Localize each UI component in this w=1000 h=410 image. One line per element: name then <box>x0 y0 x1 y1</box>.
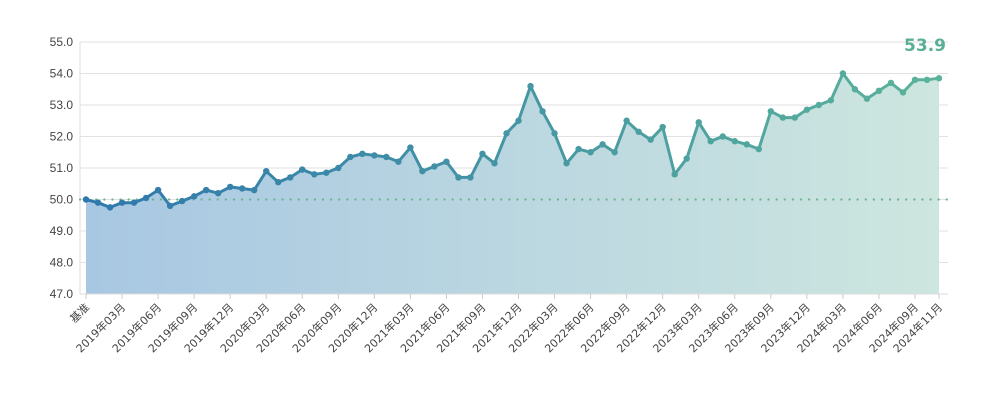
data-point <box>503 130 510 137</box>
data-point <box>671 171 678 178</box>
data-point <box>563 160 570 167</box>
area-fill <box>86 73 939 294</box>
y-tick-label: 47.0 <box>50 287 74 301</box>
data-point <box>599 141 606 148</box>
data-point <box>803 106 811 113</box>
last-value-label: 53.9 <box>904 36 946 56</box>
data-point <box>707 138 714 145</box>
data-point <box>419 167 426 175</box>
data-point <box>575 145 582 153</box>
data-point <box>911 76 919 84</box>
data-point <box>839 70 847 77</box>
data-point <box>287 174 294 181</box>
data-point <box>491 160 498 167</box>
data-point <box>82 196 90 203</box>
data-point <box>479 150 486 158</box>
data-point <box>455 174 462 181</box>
data-point <box>299 166 306 173</box>
data-point <box>383 153 390 161</box>
data-point <box>395 158 402 165</box>
y-tick-label: 48.0 <box>50 256 74 270</box>
data-point <box>695 119 702 126</box>
data-point <box>443 158 450 165</box>
data-point <box>371 152 378 159</box>
y-axis: 47.0 48.0 49.0 50.0 51.0 52.0 53.0 54.0 55.0 <box>50 35 81 301</box>
x-axis: 基准2019年03月2019年06月2019年09月2019年12月2020年0… <box>67 293 948 355</box>
data-point <box>551 130 558 137</box>
data-point <box>226 183 234 191</box>
data-point <box>431 163 438 170</box>
data-point <box>335 164 342 172</box>
data-point <box>791 114 799 121</box>
data-point <box>779 114 787 121</box>
data-point <box>611 149 618 156</box>
data-point <box>635 128 642 135</box>
data-point <box>851 86 859 93</box>
data-point <box>899 89 907 96</box>
data-point <box>263 167 270 175</box>
data-point <box>539 108 546 115</box>
data-point <box>238 185 246 192</box>
data-point <box>875 87 883 95</box>
data-point <box>527 82 534 90</box>
data-point <box>154 186 162 194</box>
data-point <box>743 141 750 148</box>
data-point <box>935 75 943 82</box>
data-point <box>467 174 474 181</box>
data-point <box>142 194 150 202</box>
data-point <box>815 101 823 109</box>
data-point <box>863 95 871 102</box>
data-point <box>275 178 282 186</box>
y-tick-label: 51.0 <box>50 161 74 175</box>
data-point <box>347 153 354 161</box>
data-point <box>94 199 102 206</box>
data-point <box>166 202 174 209</box>
y-tick-label: 50.0 <box>50 193 74 207</box>
data-point <box>731 138 738 145</box>
data-point <box>719 133 726 140</box>
data-point <box>407 144 414 151</box>
data-point <box>659 123 666 131</box>
y-tick-label: 49.0 <box>50 224 74 238</box>
data-point <box>106 204 114 211</box>
y-tick-label: 52.0 <box>50 130 74 144</box>
data-points <box>82 70 943 211</box>
data-point <box>683 155 690 162</box>
data-point <box>623 117 630 124</box>
data-point <box>827 97 835 104</box>
data-point <box>311 171 318 178</box>
data-point <box>214 190 222 197</box>
data-point <box>887 79 895 87</box>
y-tick-label: 55.0 <box>50 35 74 49</box>
data-point <box>359 150 366 158</box>
data-point <box>202 186 210 194</box>
y-tick-label: 54.0 <box>50 67 74 81</box>
data-point <box>118 199 126 206</box>
data-point <box>647 136 654 143</box>
data-point <box>190 193 198 200</box>
data-point <box>250 186 258 194</box>
data-point <box>923 76 931 84</box>
data-point <box>323 169 330 176</box>
data-point <box>755 145 762 153</box>
y-tick-label: 53.0 <box>50 98 74 112</box>
data-point <box>178 197 186 205</box>
data-point <box>587 149 594 156</box>
data-point <box>130 199 138 206</box>
data-point <box>767 108 775 115</box>
x-tick-label: 基准 <box>67 301 92 326</box>
data-point <box>515 117 522 124</box>
